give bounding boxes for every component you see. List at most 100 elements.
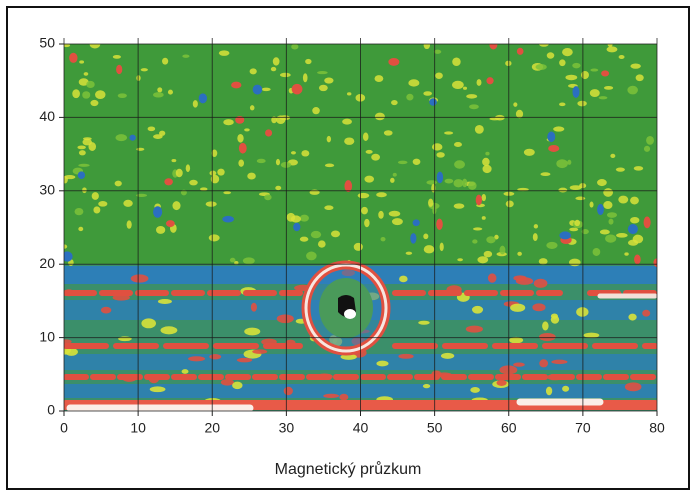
speckle (406, 252, 412, 255)
speckle (95, 90, 105, 99)
speckle (79, 60, 84, 63)
speckle (423, 233, 428, 239)
speckle (636, 74, 644, 81)
speckle (551, 360, 567, 364)
speckle (300, 237, 308, 242)
speckle (540, 172, 550, 176)
speckle (318, 240, 326, 247)
speckle (567, 160, 571, 165)
speckle (243, 257, 255, 264)
speckle (166, 220, 175, 227)
speckle (222, 216, 234, 223)
x-tick-label: 0 (60, 420, 68, 436)
speckle (616, 168, 625, 172)
speckle (454, 203, 465, 208)
speckle (558, 188, 567, 193)
speckle (463, 87, 467, 90)
speckle (548, 145, 559, 152)
speckle (271, 67, 276, 71)
speckle (399, 276, 408, 283)
speckle (398, 161, 408, 165)
speckle (77, 145, 85, 149)
speckle (601, 70, 609, 76)
speckle (141, 68, 148, 71)
speckle (291, 151, 296, 154)
speckle (477, 79, 482, 86)
speckle (619, 55, 625, 59)
speckle (539, 333, 556, 341)
speckle (393, 173, 397, 177)
speckle (581, 71, 589, 79)
speckle (408, 79, 419, 86)
speckle (153, 92, 164, 97)
speckle (441, 353, 454, 359)
speckle (193, 100, 198, 108)
speckle (600, 230, 610, 235)
speckle (513, 102, 517, 106)
speckle (562, 48, 573, 56)
speckle (98, 201, 107, 207)
speckle (572, 63, 580, 68)
speckle (325, 164, 334, 168)
speckle (277, 314, 294, 323)
anomaly-center-hot (344, 309, 356, 319)
speckle (115, 181, 122, 187)
speckle (361, 207, 368, 215)
speckle (413, 159, 421, 165)
speckle (406, 94, 413, 101)
speckle (363, 132, 369, 140)
speckle (344, 180, 352, 192)
speckle (444, 131, 453, 134)
speckle (634, 255, 641, 265)
speckle (599, 96, 608, 99)
speckle (82, 187, 87, 193)
y-tick-label: 10 (39, 328, 55, 344)
speckle (123, 200, 132, 207)
speckle (306, 252, 317, 261)
speckle (457, 258, 463, 261)
speckle (618, 196, 628, 204)
speckle (250, 105, 255, 110)
speckle (468, 181, 477, 189)
speckle (625, 382, 642, 391)
speckle (429, 98, 437, 105)
speckle (230, 258, 236, 263)
speckle (605, 234, 616, 242)
speckle (171, 159, 176, 162)
speckle (116, 134, 127, 141)
speckle (628, 240, 638, 246)
x-tick-label: 60 (501, 420, 517, 436)
speckle (574, 220, 580, 226)
speckle (301, 150, 309, 156)
speckle (219, 50, 230, 56)
speckle (559, 102, 565, 106)
speckle (384, 130, 393, 135)
speckle (559, 231, 571, 239)
speckle (141, 318, 156, 328)
speckle (78, 171, 85, 179)
speckle (83, 137, 92, 140)
speckle (486, 236, 495, 243)
speckle (250, 68, 257, 74)
speckle (189, 180, 198, 186)
speckle (92, 192, 99, 200)
speckle (148, 126, 156, 131)
speckle (517, 252, 522, 256)
speckle (392, 218, 403, 225)
speckle (513, 362, 525, 366)
speckle (475, 125, 484, 134)
speckle (305, 59, 311, 64)
speckle (127, 220, 132, 228)
speckle (217, 169, 224, 176)
heatmap-field (57, 39, 660, 411)
speckle (486, 77, 493, 84)
y-tick-label: 30 (39, 182, 55, 198)
speckle (410, 233, 416, 243)
speckle (597, 179, 607, 186)
speckle (603, 188, 613, 197)
speckle (160, 326, 177, 334)
speckle (206, 201, 217, 206)
speckle (324, 77, 333, 83)
speckle (323, 394, 339, 398)
speckle (223, 119, 233, 125)
